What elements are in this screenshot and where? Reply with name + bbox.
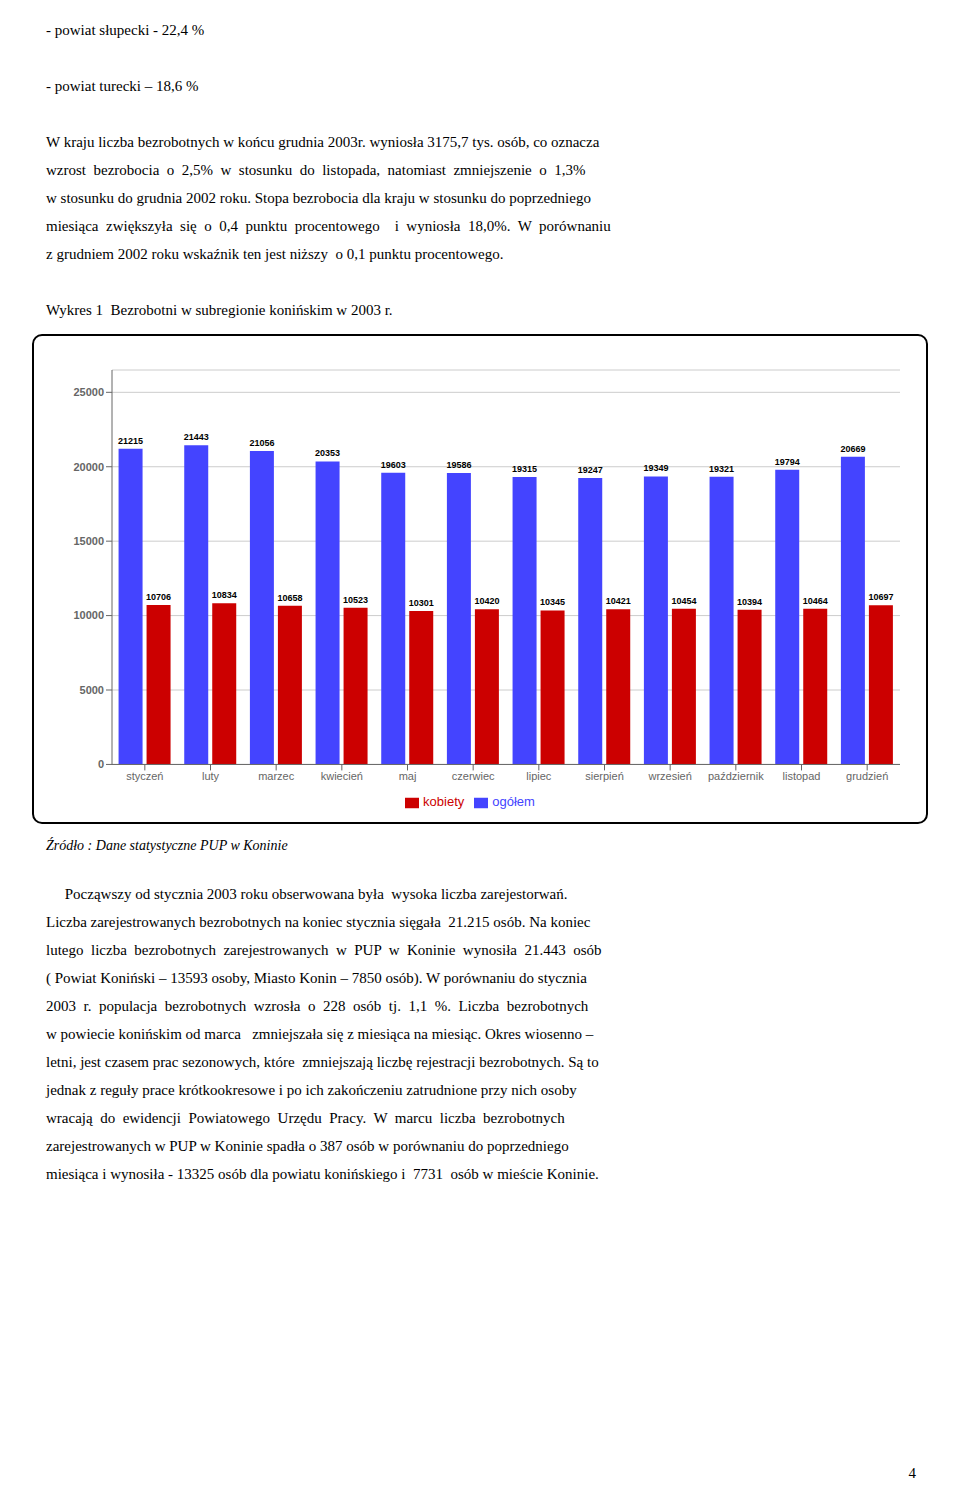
html-text:jednak z reguły prace krótkook: jednak z reguły prace krótkookresowe i p… [46,1082,577,1098]
svg-text:sierpień: sierpień [585,770,624,782]
svg-text:czerwiec: czerwiec [452,770,495,782]
html-text:lutego liczba bezrobotnych zar: lutego liczba bezrobotnych zarejestrowan… [46,942,602,958]
svg-text:styczeń: styczeń [126,770,163,782]
html-text:kobiety: kobiety [423,794,465,810]
svg-text:grudzień: grudzień [846,770,888,782]
svg-text:listopad: listopad [783,770,821,782]
svg-text:10523: 10523 [343,595,368,605]
svg-text:19603: 19603 [381,460,406,470]
svg-text:10000: 10000 [73,609,104,621]
svg-text:10345: 10345 [540,597,565,607]
svg-text:19349: 19349 [643,463,668,473]
svg-text:19315: 19315 [512,464,537,474]
svg-text:10706: 10706 [146,592,171,602]
svg-text:5000: 5000 [80,684,104,696]
html-text:Źródło : Dane statystyczne PUP: Źródło : Dane statystyczne PUP w Koninie [46,838,288,853]
svg-text:20000: 20000 [73,461,104,473]
svg-text:wrzesień: wrzesień [647,770,691,782]
html-text:wzrost bezrobocia o 2,5% w sto: wzrost bezrobocia o 2,5% w stosunku do l… [46,162,586,178]
html-text:letni, jest czasem prac sezono: letni, jest czasem prac sezonowych, któr… [46,1054,599,1070]
svg-text:21056: 21056 [249,438,274,448]
svg-text:10658: 10658 [277,593,302,603]
svg-text:październik: październik [708,770,764,782]
svg-text:19586: 19586 [446,460,471,470]
svg-text:maj: maj [399,770,417,782]
svg-text:kwiecień: kwiecień [321,770,363,782]
svg-text:25000: 25000 [73,386,104,398]
svg-text:10454: 10454 [671,596,696,606]
html-text:W kraju liczba bezrobotnych w: W kraju liczba bezrobotnych w końcu grud… [46,134,600,150]
html-text:zarejestrowanych w PUP w Konin: zarejestrowanych w PUP w Koninie spadła … [46,1138,569,1154]
svg-text:10697: 10697 [868,592,893,602]
html-text:Liczba zarejestrowanych bezrob: Liczba zarejestrowanych bezrobotnych na … [46,914,591,930]
svg-text:15000: 15000 [73,535,104,547]
html-text:z grudniem 2002 roku wskaźnik: z grudniem 2002 roku wskaźnik ten jest n… [46,246,504,262]
html-text:miesiąca i wynosiła - 13325 os: miesiąca i wynosiła - 13325 osób dla pow… [46,1166,599,1182]
svg-text:0: 0 [98,758,104,770]
html-text:wracają do ewidencji Powiatowe: wracają do ewidencji Powiatowego Urzędu … [46,1110,565,1126]
svg-text:10834: 10834 [212,590,237,600]
svg-text:19247: 19247 [578,465,603,475]
html-text:- powiat turecki – 18,6 %: - powiat turecki – 18,6 % [46,78,199,94]
svg-text:21443: 21443 [184,432,209,442]
svg-text:luty: luty [202,770,220,782]
svg-text:21215: 21215 [118,436,143,446]
svg-text:10421: 10421 [606,596,631,606]
svg-text:10301: 10301 [409,598,434,608]
svg-text:20669: 20669 [840,444,865,454]
svg-text:19794: 19794 [775,457,800,467]
html-text:2003 r. populacja bezrobotnych: 2003 r. populacja bezrobotnych wzrosła o… [46,998,589,1014]
html-text:Wykres 1 Bezrobotni w subregio: Wykres 1 Bezrobotni w subregionie konińs… [46,302,393,318]
svg-text:lipiec: lipiec [526,770,552,782]
svg-text:10464: 10464 [803,596,828,606]
html-text:Począwszy od stycznia 2003 rok: Począwszy od stycznia 2003 roku obserwow… [46,886,568,902]
html-text:- powiat słupecki - 22,4 %: - powiat słupecki - 22,4 % [46,22,205,38]
html-text:ogółem: ogółem [492,794,535,810]
svg-text:20353: 20353 [315,448,340,458]
html-text:( Powiat Koniński – 13593 osob: ( Powiat Koniński – 13593 osoby, Miasto … [46,970,587,986]
html-text:miesiąca zwiększyła się o 0,4: miesiąca zwiększyła się o 0,4 punktu pro… [46,218,611,234]
svg-text:marzec: marzec [258,770,295,782]
html-text:w powiecie konińskim od marca: w powiecie konińskim od marca zmniejszał… [46,1026,594,1042]
html-text:w stosunku do grudnia 2002 rok: w stosunku do grudnia 2002 roku. Stopa b… [46,190,591,206]
svg-text:19321: 19321 [709,464,734,474]
svg-text:10420: 10420 [474,596,499,606]
svg-text:10394: 10394 [737,597,762,607]
html-text:4: 4 [908,1465,916,1481]
